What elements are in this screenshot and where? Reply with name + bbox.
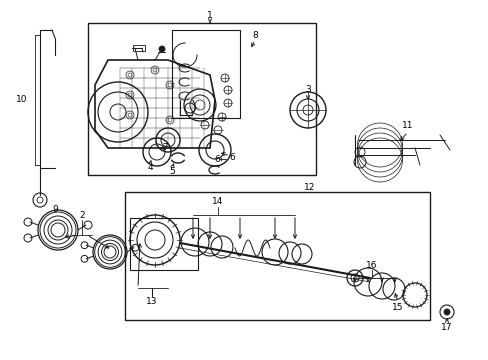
Text: 11: 11 [402, 121, 413, 130]
Text: 15: 15 [391, 303, 403, 312]
Text: 16: 16 [366, 261, 377, 270]
Text: 1: 1 [207, 10, 212, 19]
Bar [130, 218, 198, 270]
Text: 8: 8 [252, 31, 257, 40]
Text: 5: 5 [169, 167, 175, 176]
Text: 14: 14 [212, 198, 223, 207]
Text: 7: 7 [162, 144, 167, 153]
Bar [172, 30, 240, 118]
Text: 6←: 6← [214, 156, 227, 165]
Text: 10: 10 [16, 95, 28, 104]
Circle shape [443, 309, 449, 315]
Text: 13: 13 [146, 297, 158, 306]
Text: 6: 6 [229, 153, 234, 162]
Circle shape [439, 305, 453, 319]
Text: 4: 4 [147, 163, 153, 172]
Text: 17: 17 [440, 324, 452, 333]
Text: 3: 3 [305, 85, 310, 94]
Text: 12: 12 [304, 184, 315, 193]
Bar [133, 45, 145, 51]
Circle shape [159, 46, 164, 52]
Bar [88, 23, 315, 175]
Bar [125, 192, 429, 320]
Text: 2: 2 [79, 211, 84, 220]
Text: 9: 9 [52, 206, 58, 215]
